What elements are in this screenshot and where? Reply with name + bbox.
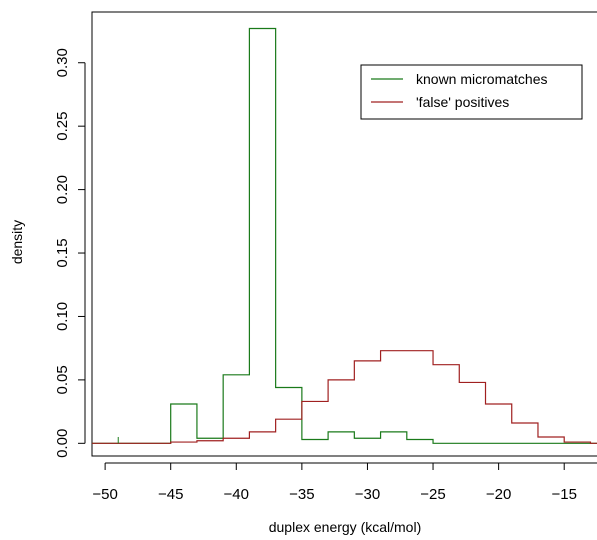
histogram-bin — [407, 351, 433, 444]
histogram-bin — [381, 432, 407, 443]
histogram-bin — [459, 382, 485, 443]
histogram-bin — [223, 375, 249, 444]
y-tick-label: 0.05 — [54, 365, 71, 394]
x-tick-label: −35 — [289, 486, 314, 503]
histogram-bin — [433, 365, 459, 444]
legend: known micromatches 'false' positives — [361, 65, 582, 119]
y-tick-label: 0.20 — [54, 175, 71, 204]
y-tick-label: 0.15 — [54, 238, 71, 267]
histogram-bin — [486, 404, 512, 443]
histogram-bin — [223, 438, 249, 443]
legend-label-known: known micromatches — [416, 71, 548, 87]
x-tick-label: −50 — [92, 486, 117, 503]
y-tick-label: 0.30 — [54, 48, 71, 77]
y-tick-label: 0.00 — [54, 429, 71, 458]
x-tick-label: −45 — [158, 486, 183, 503]
x-tick-label: −30 — [355, 486, 380, 503]
x-axis: −50 −45 −40 −35 −30 −25 −20 −15 — [92, 463, 597, 503]
x-tick-label: −20 — [486, 486, 511, 503]
histogram-bin — [249, 432, 275, 443]
y-tick-label: 0.25 — [54, 112, 71, 141]
y-axis-label: density — [9, 220, 25, 264]
histogram-bin — [302, 401, 328, 443]
x-tick-label: −15 — [551, 486, 576, 503]
histogram-bin — [538, 437, 564, 443]
histogram-bin — [276, 419, 302, 443]
y-axis: 0.00 0.05 0.10 0.15 0.20 0.25 0.30 — [54, 48, 85, 458]
histogram-bin — [381, 351, 407, 444]
x-tick-label: −25 — [420, 486, 445, 503]
series-step-line — [92, 351, 597, 444]
series-1 — [92, 351, 597, 444]
histogram-bin — [328, 432, 354, 443]
histogram-bin — [512, 423, 538, 443]
histogram-bin — [171, 404, 197, 443]
x-axis-label: duplex energy (kcal/mol) — [269, 519, 422, 535]
histogram-bin — [354, 361, 380, 443]
histogram-bin — [249, 28, 275, 443]
legend-label-false: 'false' positives — [416, 94, 509, 110]
x-tick-label: −40 — [224, 486, 249, 503]
histogram-bin — [328, 380, 354, 443]
y-tick-label: 0.10 — [54, 302, 71, 331]
histogram-bin — [276, 387, 302, 443]
histogram-bin — [354, 438, 380, 443]
